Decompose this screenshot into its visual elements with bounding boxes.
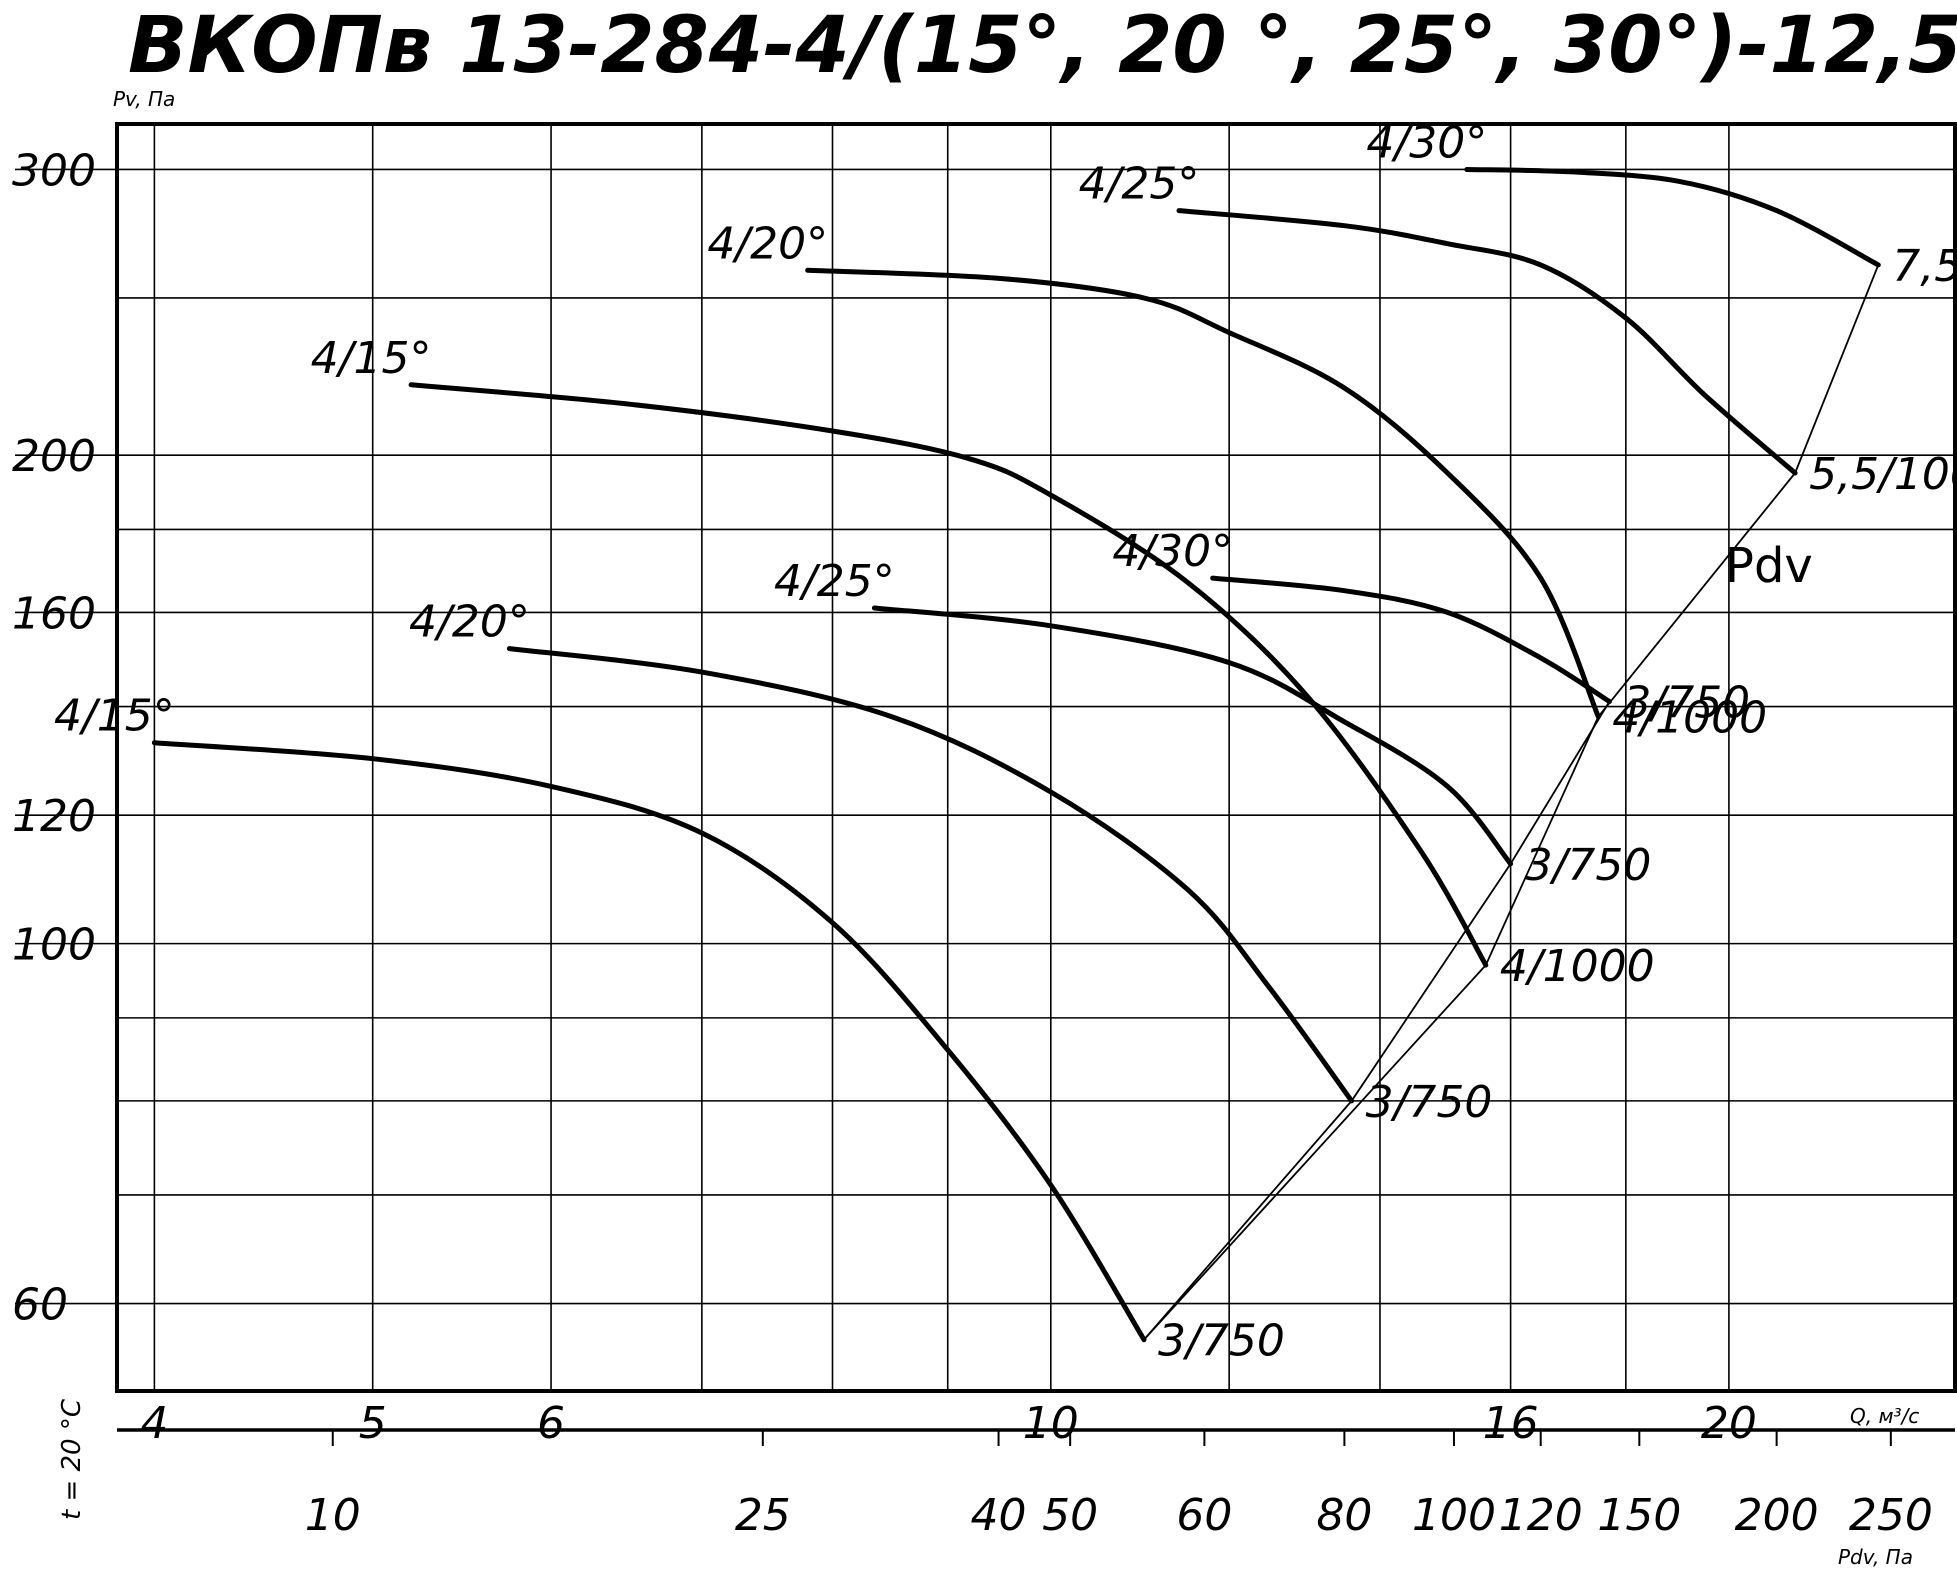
x-axis-label: Q, м³/с: [1850, 1404, 1919, 1428]
pdv-tick-label: 40: [971, 1490, 1027, 1541]
curve-name-label: 4/20°: [707, 218, 828, 269]
performance-curves: 4/15° 3/750 4/20° 3/750 4/25° 3/750 4/30° 3/750…: [54, 117, 1957, 1366]
y-tick-label: 100: [12, 920, 96, 971]
grid: [15, 124, 1955, 1391]
curve-line: [506, 646, 1355, 1104]
pdv-tick-label: 100: [1412, 1490, 1496, 1541]
curve-name-label: 4/30°: [1366, 117, 1487, 168]
curve-line: [1176, 208, 1798, 476]
plot-frame: [115, 122, 1957, 1393]
curve-line: [151, 740, 1147, 1343]
curve-name-label: 4/20°: [409, 597, 530, 648]
curve-line: [805, 267, 1601, 720]
curve-line: [1464, 167, 1881, 268]
pdv-tick-label: 250: [1849, 1490, 1933, 1541]
pdv-axis: 10 25 40 50 60 80 100 120 150 200 250: [305, 1430, 1933, 1541]
pdv-tick-label: 120: [1499, 1490, 1583, 1541]
x-tick-label: 5: [359, 1398, 387, 1449]
curve-motor-label: 3/750: [1525, 840, 1652, 891]
y-tick-label: 300: [12, 145, 96, 196]
y-tick-label: 120: [12, 791, 96, 842]
curve-motor-label: 4/1000: [1500, 941, 1655, 992]
pdv-line-low: [1143, 701, 1611, 1341]
pdv-tick-label: 80: [1316, 1490, 1372, 1541]
curve-name-label: 4/25°: [774, 556, 895, 607]
curve-line: [871, 605, 1514, 867]
pdv-tick-label: 10: [305, 1490, 361, 1541]
curve-name-label: 4/25°: [1079, 159, 1200, 210]
curve-motor-label: 7,5/1000: [1892, 241, 1957, 292]
pdv-axis-label: Pdv, Па: [1838, 1545, 1913, 1569]
curve-line: [408, 382, 1489, 968]
temperature-note: t = 20 °C: [57, 1398, 87, 1520]
curve-motor-label: 3/750: [1158, 1316, 1285, 1367]
curve-motor-label: 5,5/1000: [1809, 449, 1957, 500]
y-tick-label: 160: [12, 588, 96, 639]
curve-motor-label: 4/1000: [1612, 693, 1767, 744]
pdv-tick-label: 50: [1042, 1490, 1098, 1541]
chart-title: ВКОПв 13-284-4/(15°, 20 °, 25°, 30°)-12,…: [128, 1, 1957, 91]
x-tick-label: 4: [140, 1398, 168, 1449]
curve-line: [1210, 575, 1612, 704]
pdv-tick-label: 25: [735, 1490, 791, 1541]
y-axis-label: Pv, Па: [113, 87, 175, 111]
pdv-tick-label: 150: [1597, 1490, 1681, 1541]
x-tick-label: 6: [537, 1398, 565, 1449]
curve-motor-label: 3/750: [1623, 678, 1750, 729]
pdv-tick-label: 60: [1176, 1490, 1232, 1541]
pdv-tick-label: 200: [1735, 1490, 1819, 1541]
y-tick-label: 60: [12, 1280, 68, 1331]
x-tick-label: 16: [1483, 1398, 1539, 1449]
curve-name-label: 4/15°: [54, 691, 175, 742]
curve-motor-label: 3/750: [1366, 1077, 1493, 1128]
pdv-line-label: Pdv: [1725, 538, 1813, 594]
x-tick-label: 20: [1701, 1398, 1757, 1449]
curve-name-label: 4/15°: [311, 333, 432, 384]
y-tick-label: 200: [12, 431, 96, 482]
